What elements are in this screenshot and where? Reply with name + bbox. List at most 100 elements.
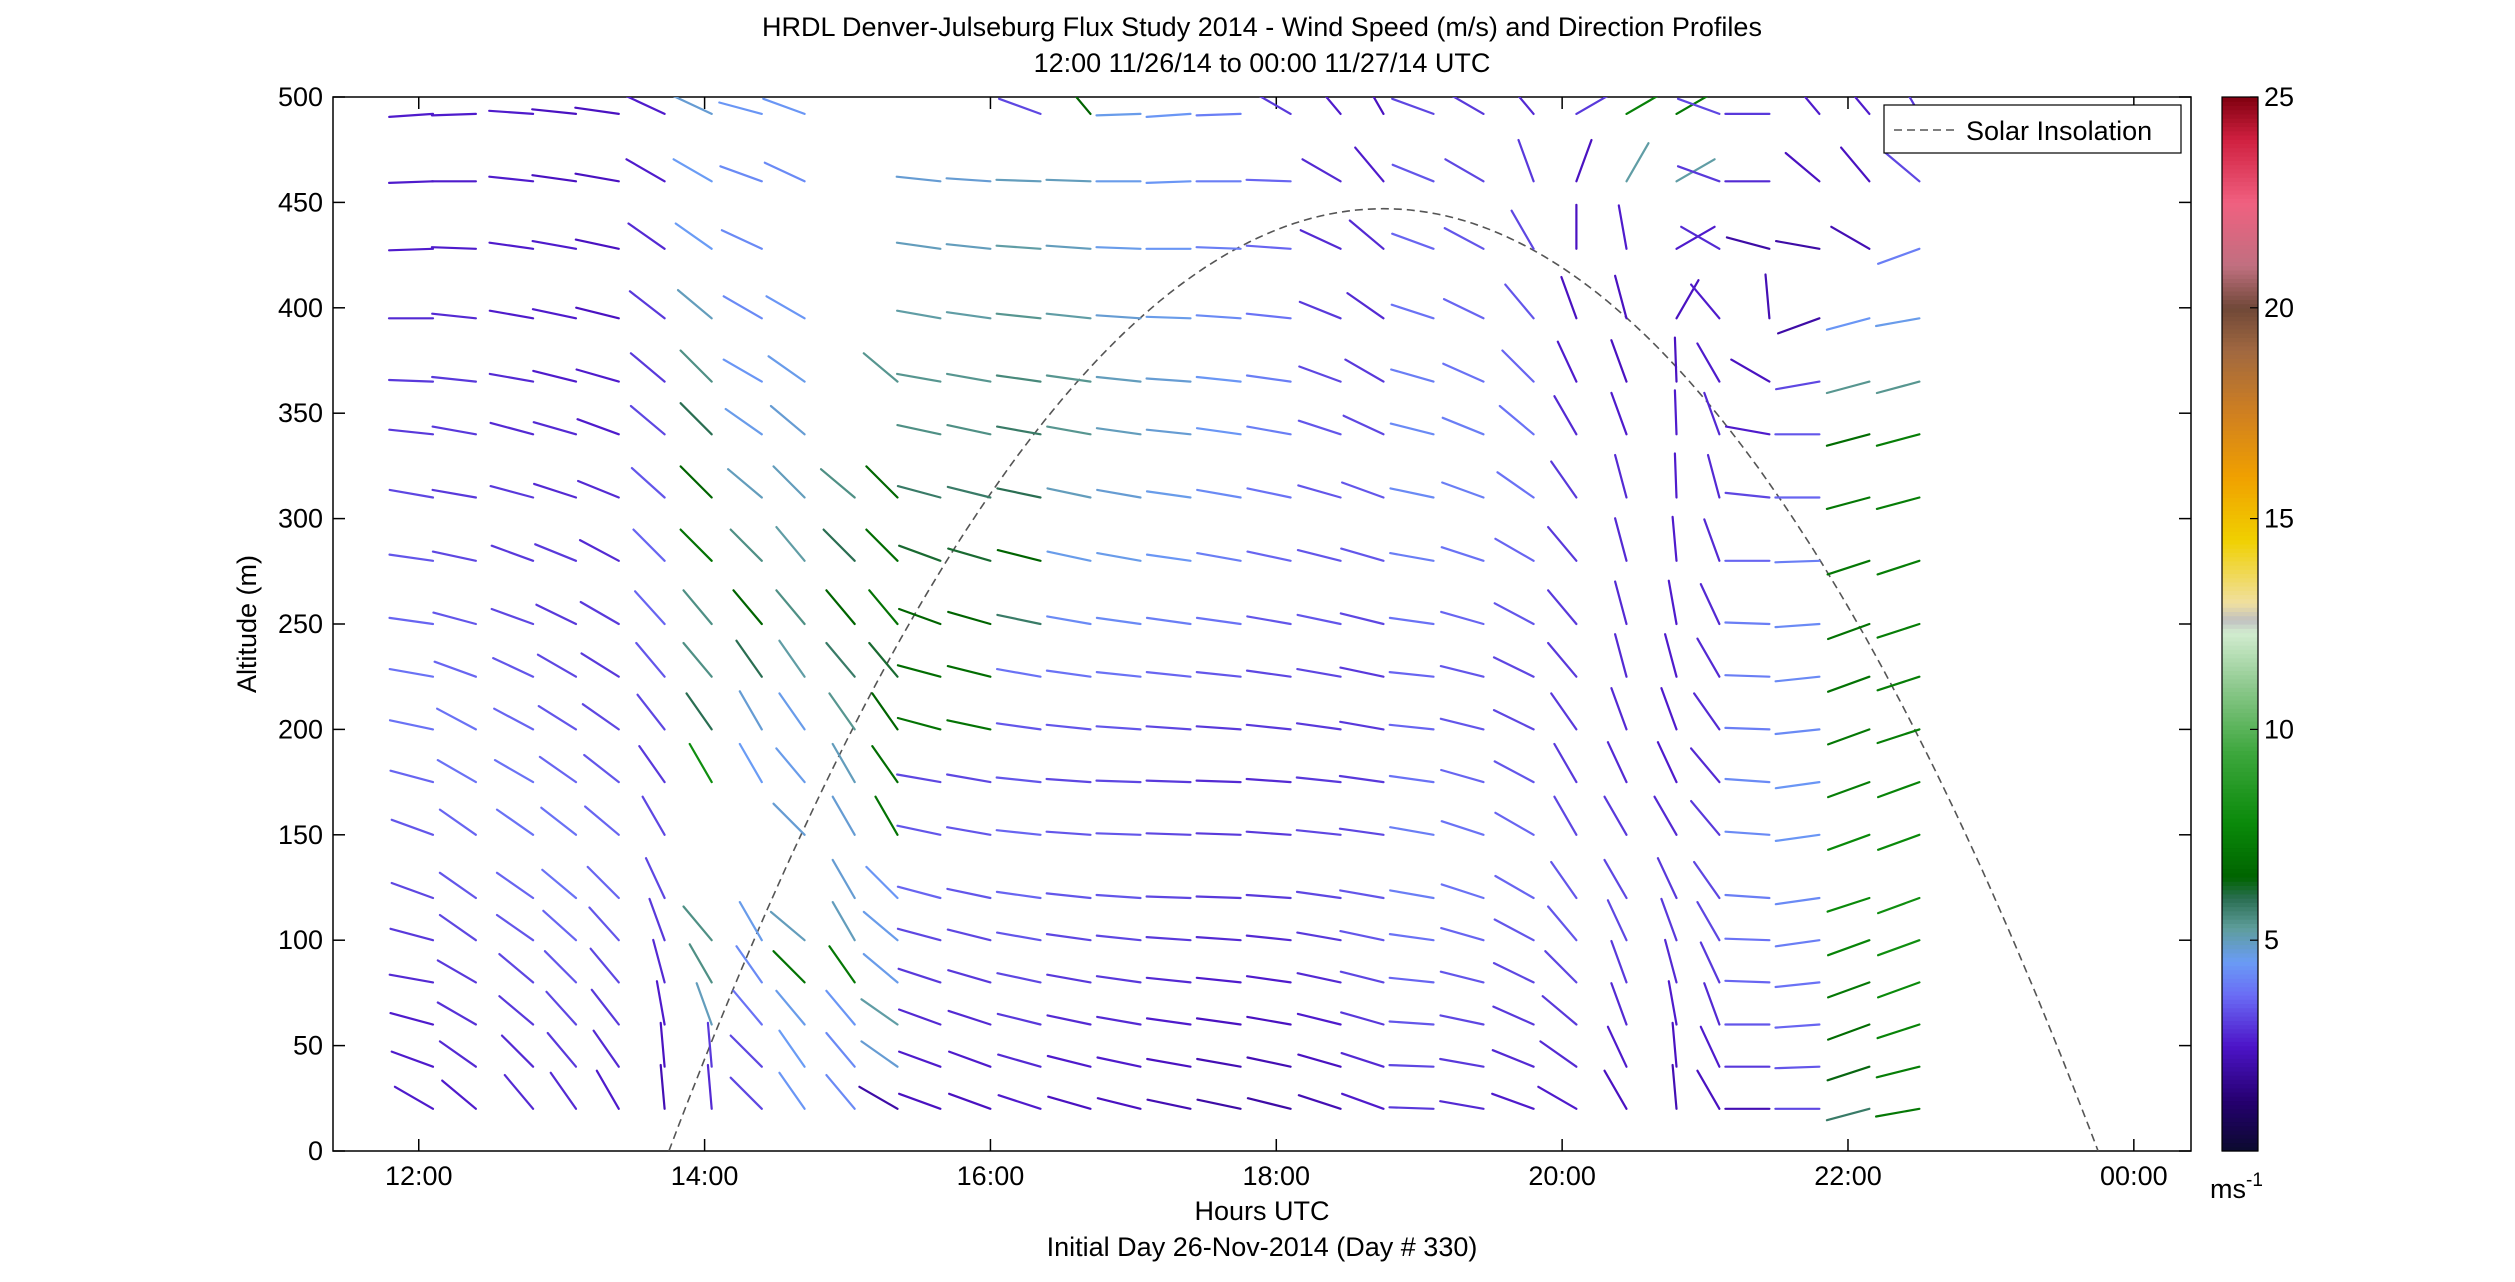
- colorbar-band: [2222, 269, 2258, 275]
- wind-barb: [896, 424, 942, 436]
- wind-barb: [858, 1085, 899, 1110]
- wind-barb: [1340, 1092, 1385, 1110]
- colorbar-band: [2222, 729, 2258, 735]
- wind-barb: [676, 289, 713, 320]
- wind-barb: [1297, 484, 1342, 499]
- wind-barb: [895, 175, 942, 183]
- colorbar-tick-label: 10: [2264, 714, 2294, 744]
- wind-barb: [772, 802, 806, 836]
- colorbar-tick-label: 25: [2264, 82, 2294, 112]
- wind-barb: [1340, 1051, 1385, 1068]
- wind-barb: [655, 980, 666, 1026]
- wind-barb: [1625, 142, 1650, 183]
- wind-barb: [535, 603, 578, 626]
- wind-barb: [1338, 827, 1385, 836]
- colorbar-band: [2222, 413, 2258, 419]
- colorbar-unit-base: ms: [2210, 1174, 2246, 1204]
- wind-barb: [775, 525, 806, 562]
- colorbar-band: [2222, 602, 2258, 608]
- wind-barb: [1324, 97, 1342, 116]
- wind-barb: [1095, 975, 1142, 984]
- wind-barb: [1297, 419, 1342, 436]
- wind-barb: [1145, 976, 1192, 984]
- wind-barb: [1297, 1053, 1342, 1068]
- colorbar-band: [2222, 468, 2258, 473]
- wind-barb: [947, 1009, 992, 1026]
- wind-barb: [719, 165, 763, 183]
- wind-barb: [1876, 780, 1921, 799]
- colorbar-band: [2222, 788, 2258, 794]
- colorbar-band: [2222, 337, 2258, 343]
- wind-barb: [388, 378, 435, 383]
- colorbar-band: [2222, 193, 2258, 199]
- wind-barb: [1660, 897, 1678, 942]
- colorbar-band: [2222, 973, 2258, 979]
- wind-barb: [720, 229, 763, 250]
- colorbar-band: [2222, 1041, 2258, 1047]
- wind-barb: [1046, 425, 1092, 436]
- colorbar-band: [2222, 177, 2258, 182]
- wind-barb: [574, 172, 620, 183]
- wind-barb: [1724, 674, 1771, 678]
- wind-barb: [1689, 747, 1721, 784]
- colorbar-band: [2222, 712, 2258, 718]
- colorbar-band: [2222, 455, 2258, 461]
- y-tick-label: 0: [308, 1136, 323, 1166]
- wind-barb: [1195, 314, 1242, 320]
- wind-barb: [531, 240, 578, 250]
- wind-barb: [388, 719, 435, 731]
- wind-barb: [1826, 833, 1871, 851]
- wind-barb: [1096, 1097, 1142, 1110]
- colorbar-band: [2222, 366, 2258, 372]
- wind-barb: [763, 161, 806, 183]
- wind-barb: [947, 1050, 992, 1068]
- wind-barb: [1826, 675, 1871, 693]
- wind-barb: [498, 995, 535, 1026]
- wind-barb: [1246, 615, 1292, 626]
- wind-barb: [995, 931, 1042, 942]
- wind-barb: [1388, 1020, 1435, 1026]
- wind-barb: [1145, 112, 1192, 119]
- colorbar-band: [2222, 695, 2258, 701]
- wind-barb: [1625, 97, 1658, 116]
- colorbar-band: [2222, 459, 2258, 465]
- wind-barb: [1774, 559, 1821, 564]
- wind-barb: [1703, 518, 1721, 562]
- wind-barb: [1784, 151, 1821, 183]
- wind-barb: [1492, 1005, 1535, 1026]
- wind-barb: [995, 829, 1042, 836]
- wind-barb: [1339, 929, 1385, 942]
- wind-barb: [1145, 490, 1192, 499]
- wind-barb: [1442, 362, 1485, 383]
- wind-barb: [1517, 138, 1535, 183]
- colorbar-band: [2222, 1070, 2258, 1076]
- colorbar-band: [2222, 1037, 2258, 1042]
- colorbar-band: [2222, 442, 2258, 448]
- colorbar-band: [2222, 619, 2258, 625]
- wind-barb: [996, 548, 1042, 562]
- wind-barb: [1876, 675, 1921, 692]
- wind-barb: [498, 952, 535, 984]
- wind-barb: [1546, 525, 1578, 562]
- wind-barb: [896, 485, 942, 499]
- wind-barb: [1295, 890, 1342, 900]
- wind-barb: [996, 487, 1042, 499]
- colorbar-band: [2222, 307, 2258, 313]
- colorbar-band: [2222, 906, 2258, 912]
- colorbar-band: [2222, 881, 2258, 886]
- legend-label-solar-insolation: Solar Insolation: [1966, 116, 2152, 146]
- wind-barb: [1826, 1065, 1871, 1082]
- x-tick-label: 18:00: [1243, 1161, 1311, 1191]
- wind-barb: [831, 795, 856, 836]
- wind-barb: [1706, 453, 1721, 499]
- wind-barb: [1439, 717, 1485, 731]
- wind-barb: [1145, 377, 1192, 383]
- wind-barb: [1245, 975, 1292, 984]
- wind-barb: [1298, 365, 1342, 383]
- wind-barb: [433, 660, 477, 678]
- colorbar-band: [2222, 379, 2258, 385]
- wind-barb: [580, 652, 620, 678]
- colorbar-band: [2222, 257, 2258, 263]
- wind-barb: [1876, 981, 1921, 999]
- wind-barb: [1452, 97, 1485, 116]
